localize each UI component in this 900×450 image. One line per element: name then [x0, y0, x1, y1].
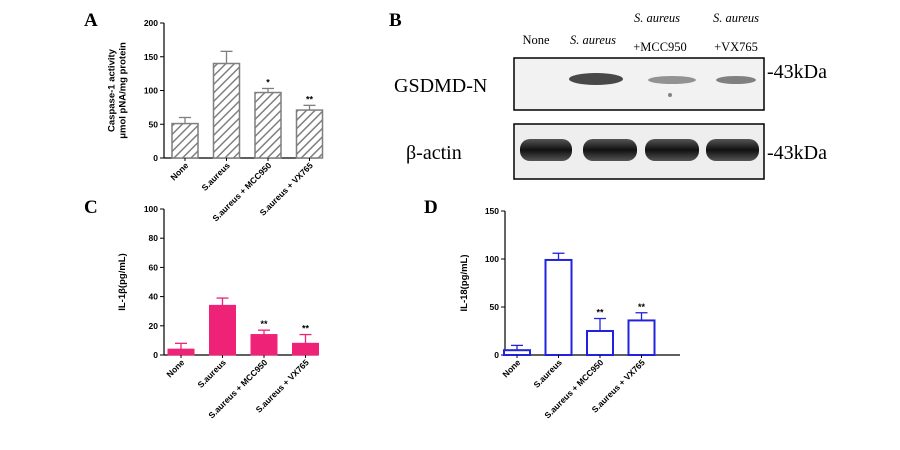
y-axis-label: IL-1β(pg/mL)	[117, 253, 128, 311]
panel-letter-c: C	[84, 197, 98, 218]
bar	[250, 334, 278, 356]
significance-mark: **	[306, 94, 314, 104]
bar	[254, 91, 282, 159]
y-tick-label: 100	[144, 204, 158, 214]
western-blot: None S. aureus S. aureus +MCC950 S. aure…	[394, 11, 827, 180]
actin-band-saureus	[583, 139, 637, 161]
y-tick-label: 60	[149, 262, 159, 272]
y-tick-label: 50	[490, 302, 500, 312]
bar	[171, 122, 199, 159]
bar	[295, 109, 324, 159]
category-label: S.aureus	[199, 160, 232, 193]
bar	[627, 319, 656, 357]
panel-letter-b: B	[389, 10, 402, 31]
bar	[167, 348, 195, 356]
row-label-gsdmd-n: GSDMD-N	[394, 75, 487, 97]
gsdmd-band-vx765	[716, 76, 756, 84]
significance-mark: *	[266, 77, 270, 87]
y-tick-label: 20	[149, 321, 159, 331]
lane-header-none: None	[522, 33, 550, 47]
y-tick-label: 50	[149, 119, 159, 129]
category-label: None	[164, 357, 186, 379]
category-label: S.aureus	[195, 357, 228, 390]
significance-mark: **	[302, 324, 310, 334]
bar	[503, 349, 531, 357]
bar	[586, 330, 614, 356]
significance-mark: **	[638, 302, 646, 312]
lane-header-vx765-line2: +VX765	[714, 40, 758, 54]
y-tick-label: 100	[144, 86, 158, 96]
lane-header-mcc950-line2: +MCC950	[633, 40, 687, 54]
y-axis-label: IL-18(pg/mL)	[459, 255, 470, 312]
y-axis-label: μmol pNA/mg protein	[118, 42, 129, 139]
row-label-beta-actin: β-actin	[406, 142, 462, 164]
significance-mark: **	[596, 308, 604, 318]
actin-marker: -43kDa	[767, 142, 827, 164]
lane-header-vx765-line1: S. aureus	[713, 11, 759, 25]
y-axis-label: Caspase-1 activity	[107, 48, 118, 132]
bar	[544, 258, 573, 356]
category-label: S.aureus	[531, 357, 564, 390]
y-tick-label: 0	[494, 350, 499, 360]
bar	[292, 342, 319, 356]
bar	[209, 304, 236, 356]
y-tick-label: 80	[149, 233, 159, 243]
y-tick-label: 150	[144, 52, 158, 62]
gsdmd-band-saureus	[569, 73, 623, 85]
significance-mark: **	[260, 319, 268, 329]
actin-band-mcc950	[645, 139, 699, 161]
gsdmd-marker: -43kDa	[767, 61, 827, 83]
caspase1-chart: 0 50 100 150 200 Caspase-1 activity μmol pNA/m…	[107, 18, 324, 223]
panel-letter-d: D	[424, 197, 438, 218]
category-label: None	[168, 160, 190, 182]
lane-header-mcc950-line1: S. aureus	[634, 11, 680, 25]
actin-band-vx765	[706, 139, 759, 161]
panel-letter-a: A	[84, 10, 98, 31]
y-tick-label: 150	[485, 206, 499, 216]
gsdmd-speck	[668, 93, 672, 97]
gsdmd-blot-strip	[513, 57, 765, 111]
category-label: None	[500, 357, 522, 379]
y-tick-label: 40	[149, 292, 159, 302]
y-tick-label: 0	[153, 153, 158, 163]
y-tick-label: 100	[485, 254, 499, 264]
lane-header-saureus: S. aureus	[570, 33, 616, 47]
gsdmd-band-mcc950	[648, 76, 696, 84]
bar	[212, 62, 241, 159]
y-tick-label: 0	[153, 350, 158, 360]
y-tick-label: 200	[144, 18, 158, 28]
actin-band-none	[520, 139, 572, 161]
